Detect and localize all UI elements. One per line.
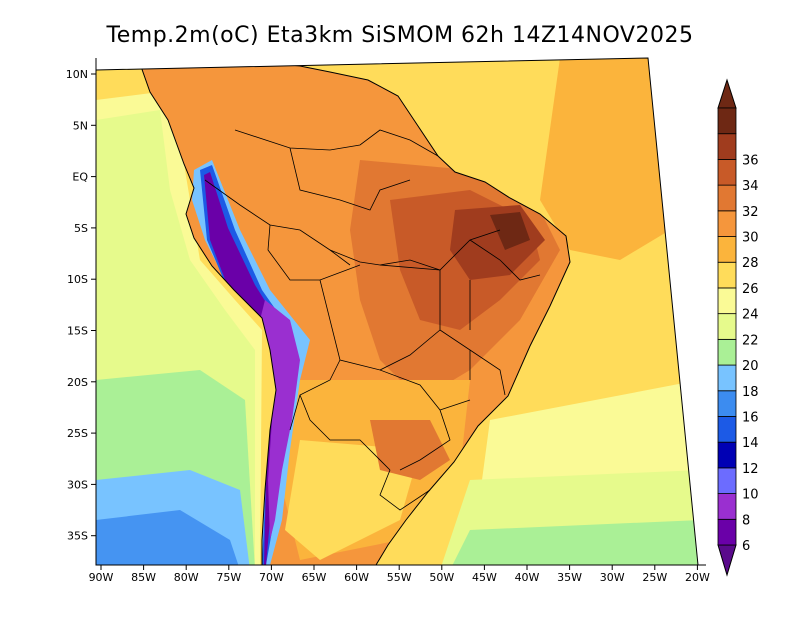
- lon-tick-label: 70W: [259, 571, 284, 584]
- colorbar-segment: [717, 261, 737, 289]
- coastline: [137, 58, 571, 565]
- colorbar-label: 20: [742, 359, 759, 374]
- pacific-coldest-region: [96, 510, 240, 565]
- colorbar-segment: [717, 107, 737, 135]
- lon-tick-label: 65W: [302, 571, 327, 584]
- lon-tick-label: 55W: [387, 571, 412, 584]
- colorbar-segment: [717, 518, 737, 546]
- lon-tick-label: 85W: [131, 571, 156, 584]
- colorbar-segment: [717, 159, 737, 186]
- lat-tick-label: 30S: [67, 478, 88, 491]
- lon-tick-label: 80W: [174, 571, 199, 584]
- colorbar-label: 24: [742, 308, 759, 323]
- colorbar-segment: [717, 441, 737, 469]
- lon-tick-label: 50W: [429, 571, 454, 584]
- colorbar-label: 34: [742, 179, 759, 194]
- atlantic-warm-region: [540, 58, 670, 260]
- latitude-ticks: 10N 5N EQ 5S 10S 15S 20S 25S 30S 35S: [66, 68, 96, 543]
- lat-tick-label: 10S: [67, 273, 88, 286]
- lat-tick-label: 10N: [66, 68, 88, 81]
- colorbar-under-arrow: [717, 544, 737, 577]
- colorbar-segment: [717, 467, 737, 494]
- colorbar-segment: [717, 390, 737, 417]
- colorbar-segment: [717, 236, 737, 263]
- lat-tick-label: 35S: [67, 530, 88, 543]
- colorbar-label: 10: [742, 488, 759, 503]
- country-borders: [204, 129, 541, 511]
- colorbar-label: 18: [742, 385, 759, 400]
- lat-tick-label: 5N: [73, 119, 88, 132]
- colorbar-segment: [717, 184, 737, 212]
- colorbar-segment: [717, 493, 737, 520]
- lon-tick-label: 45W: [472, 571, 497, 584]
- colorbar: 6 8 10 12 14 16 18 20 22 24 26 28 30 32 34 36: [717, 78, 759, 577]
- colorbar-segment: [717, 364, 737, 392]
- colorbar-segment: [717, 338, 737, 366]
- uruguay-hot-region: [370, 420, 450, 480]
- colorbar-segment: [717, 287, 737, 315]
- lat-tick-label: 15S: [67, 325, 88, 338]
- hottest-spot: [490, 212, 530, 250]
- colorbar-label: 26: [742, 282, 759, 297]
- colorbar-segment: [717, 133, 737, 160]
- lat-tick-label: EQ: [72, 171, 88, 184]
- lon-tick-label: 20W: [685, 571, 710, 584]
- colorbar-label: 14: [742, 436, 759, 451]
- colorbar-label: 16: [742, 410, 759, 425]
- colorbar-label: 32: [742, 205, 759, 220]
- andes-coldest-band: [204, 172, 282, 565]
- colorbar-segment: [717, 313, 737, 340]
- lon-tick-label: 90W: [89, 571, 114, 584]
- map-title: Temp.2m(oC) Eta3km SiSMOM 62h 14Z14NOV20…: [106, 23, 694, 48]
- lat-tick-label: 25S: [67, 427, 88, 440]
- lon-tick-label: 35W: [557, 571, 582, 584]
- lon-tick-label: 30W: [600, 571, 625, 584]
- colorbar-label: 36: [742, 153, 759, 168]
- colorbar-label: 12: [742, 462, 759, 477]
- colorbar-label: 22: [742, 333, 759, 348]
- colorbar-over-arrow: [717, 78, 737, 109]
- colorbar-label: 30: [742, 231, 759, 246]
- lon-tick-label: 40W: [515, 571, 540, 584]
- longitude-ticks: 90W 85W 80W 75W 70W 65W 60W 55W 50W 45W 40W 35W 30W 2…: [89, 565, 710, 584]
- lat-tick-label: 5S: [74, 222, 88, 235]
- colorbar-label: 6: [742, 539, 750, 554]
- lon-tick-label: 60W: [344, 571, 369, 584]
- lon-tick-label: 75W: [216, 571, 241, 584]
- colorbar-label: 28: [742, 256, 759, 271]
- atlantic-far-south: [450, 520, 698, 565]
- colorbar-segment: [717, 210, 737, 237]
- colorbar-segment: [717, 416, 737, 443]
- lat-tick-label: 20S: [67, 376, 88, 389]
- colorbar-label: 8: [742, 513, 750, 528]
- lon-tick-label: 25W: [642, 571, 667, 584]
